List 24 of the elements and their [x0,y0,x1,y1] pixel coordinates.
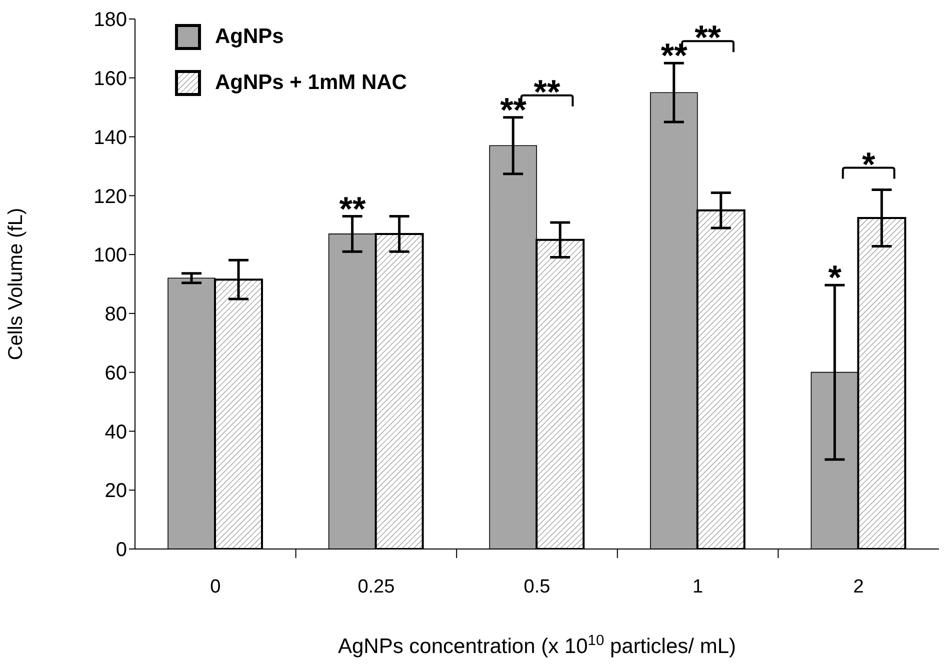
y-tick-label: 40 [104,421,127,444]
y-tick-label: 100 [94,244,127,267]
annotation: ** [339,190,366,228]
x-tick-label: 1 [692,576,704,598]
y-tick-label: 60 [104,362,127,384]
y-tick-label: 160 [94,68,127,90]
annotation: * [862,146,876,184]
annotation: ** [534,73,561,112]
annotation: * [828,259,842,298]
legend-label: AgNPs [215,25,284,49]
y-tick-label: 120 [94,186,127,208]
y-tick-label: 80 [104,304,127,326]
y-tick-label: 0 [116,539,127,562]
y-tick-label: 140 [94,126,127,149]
x-tick-label: 0.5 [524,576,550,598]
annotation: ** [694,19,722,58]
legend-label: AgNPs + 1mM NAC [215,71,407,95]
x-axis-title: AgNPs concentration (x 10$^{10}$ particles/ mL) [338,633,736,658]
x-tick-label: 0.25 [358,576,395,598]
x-tick-label: 2 [853,576,864,598]
y-axis-title: Cells Volume (fL) [5,208,28,360]
x-tick-label: 0 [210,576,221,598]
y-tick-label: 180 [94,9,127,32]
y-tick-label: 20 [104,480,127,502]
